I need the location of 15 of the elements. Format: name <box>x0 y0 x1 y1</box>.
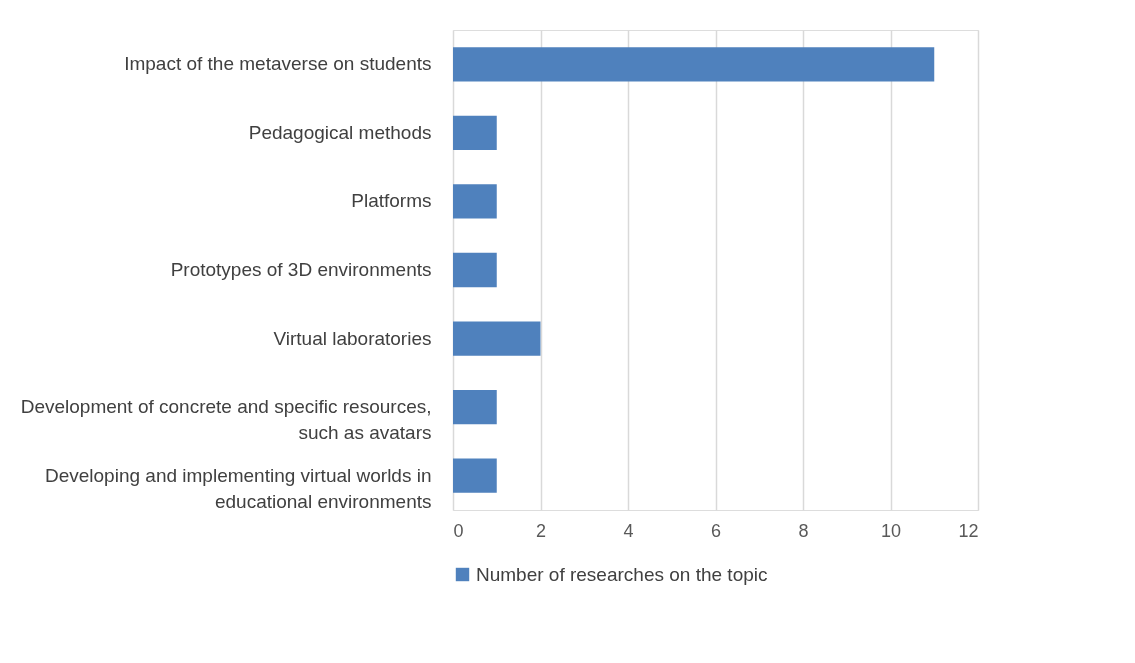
y-tick-label: Pedagogical methods <box>248 121 432 143</box>
x-tick-label: 10 <box>880 520 902 541</box>
x-tick-label: 2 <box>535 520 547 541</box>
x-tick-label: 4 <box>623 520 634 541</box>
x-tick-label: 0 <box>453 520 464 541</box>
x-tick-label: 12 <box>958 520 979 541</box>
y-tick-label: Development of concrete and specific resources, such as avatars <box>20 396 432 444</box>
y-tick-label: Prototypes of 3D environments <box>170 259 432 280</box>
y-tick-label: Virtual laboratories <box>273 327 432 349</box>
legend-label: Number of researches on the topic <box>476 563 768 585</box>
x-tick-label: 8 <box>798 520 809 541</box>
x-tick-label: 6 <box>710 520 722 541</box>
y-tick-label: Platforms <box>351 190 432 212</box>
y-tick-label: Impact of the metaverse on students <box>124 53 432 75</box>
y-tick-label: Developing and implementing virtual worlds in educational environments <box>44 464 432 512</box>
